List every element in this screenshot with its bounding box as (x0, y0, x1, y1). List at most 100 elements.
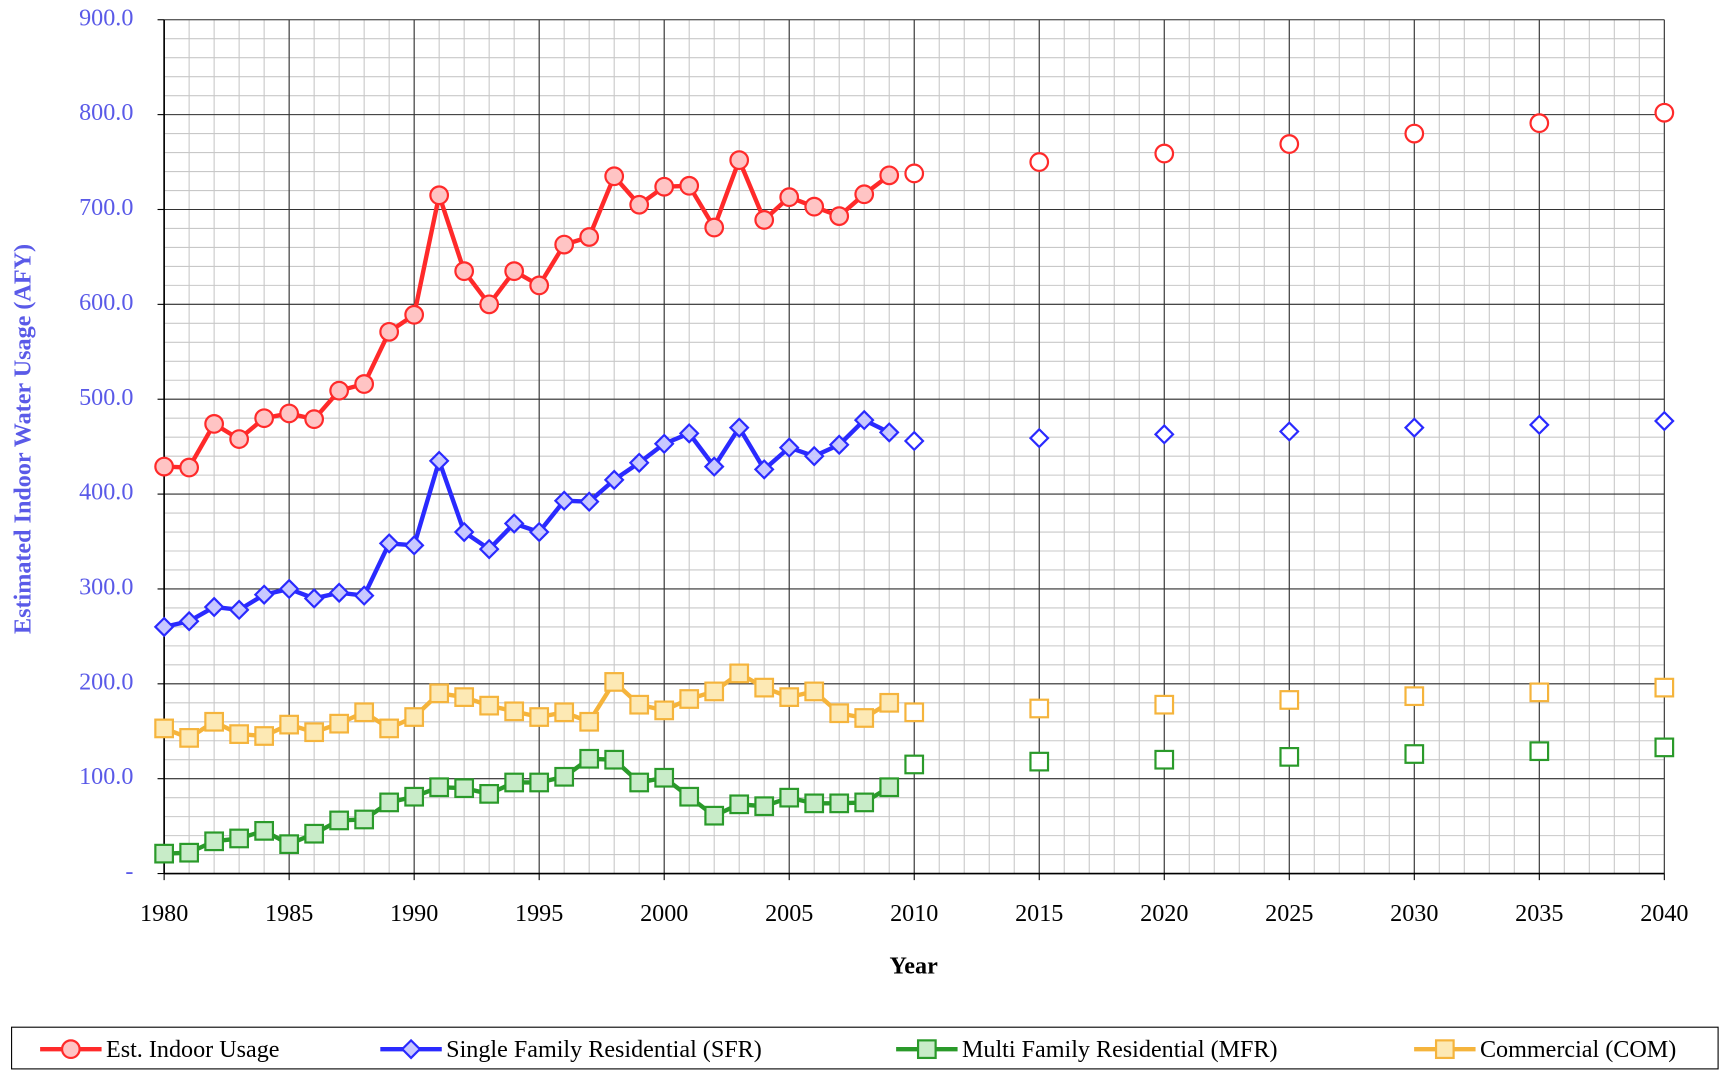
marker (504, 701, 525, 722)
marker (654, 700, 675, 721)
marker (453, 521, 475, 543)
marker (754, 677, 775, 698)
legend-item: Est. Indoor Usage (40, 1036, 279, 1063)
marker (854, 184, 875, 205)
marker (1528, 414, 1550, 436)
marker (429, 777, 450, 798)
x-tick-label: 2020 (1140, 900, 1188, 927)
marker (403, 534, 425, 556)
y-tick-label: 600.0 (79, 289, 133, 316)
marker (204, 711, 225, 732)
marker (578, 491, 600, 513)
marker (528, 521, 550, 543)
marker (529, 707, 550, 727)
legend-label: Single Family Residential (SFR) (446, 1036, 762, 1063)
marker (554, 234, 575, 255)
marker (454, 687, 475, 707)
marker (604, 749, 625, 770)
y-tick-label: 500.0 (79, 384, 133, 411)
marker (1403, 417, 1425, 439)
y-tick-label: 800.0 (79, 99, 133, 126)
marker (1653, 410, 1675, 432)
marker (703, 456, 725, 477)
marker (229, 429, 250, 449)
marker (254, 820, 275, 841)
marker (1654, 737, 1675, 758)
x-tick-label: 2035 (1515, 900, 1563, 927)
marker (529, 772, 550, 793)
marker (629, 772, 650, 793)
legend-item: Commercial (COM) (1414, 1036, 1676, 1063)
marker (378, 533, 400, 554)
x-tick-label: 2025 (1265, 900, 1313, 927)
marker (454, 778, 475, 799)
marker (404, 304, 425, 325)
marker (379, 718, 400, 739)
marker (1154, 694, 1175, 715)
marker (779, 187, 800, 208)
marker (1279, 134, 1300, 154)
marker (779, 687, 800, 707)
marker (329, 713, 350, 734)
marker (1279, 690, 1300, 710)
marker (904, 754, 925, 775)
y-tick-label: 300.0 (79, 574, 133, 601)
marker (804, 793, 825, 814)
marker (379, 792, 400, 813)
legend-item: Multi Family Residential (MFR) (896, 1036, 1278, 1063)
marker (428, 450, 450, 472)
legend-marker (400, 1038, 422, 1060)
marker (278, 578, 300, 600)
marker (479, 695, 500, 716)
marker (854, 792, 875, 813)
marker (1654, 102, 1675, 123)
marker (504, 772, 525, 793)
marker (1154, 143, 1175, 164)
marker (579, 711, 600, 732)
marker (704, 217, 725, 238)
y-tick-label: 200.0 (79, 668, 133, 695)
x-tick-label: 2000 (640, 900, 688, 927)
marker (879, 777, 900, 798)
marker (203, 596, 225, 618)
marker (778, 437, 800, 458)
legend-item: Single Family Residential (SFR) (380, 1036, 762, 1063)
x-tick-label: 1985 (265, 900, 313, 927)
legend-marker (1434, 1039, 1455, 1060)
marker (404, 786, 425, 807)
marker (704, 681, 725, 702)
marker (329, 810, 350, 831)
marker (553, 490, 575, 512)
marker (903, 430, 925, 452)
marker (279, 714, 300, 735)
marker (679, 689, 700, 709)
marker (854, 708, 875, 728)
marker (153, 616, 175, 638)
marker (779, 787, 800, 808)
marker (803, 445, 825, 467)
marker (853, 409, 875, 431)
x-tick-label: 1990 (390, 900, 438, 927)
marker (1029, 698, 1050, 719)
marker (753, 459, 775, 480)
marker (879, 165, 900, 186)
marker (678, 423, 700, 444)
marker (704, 805, 725, 826)
x-tick-label: 2030 (1390, 900, 1438, 927)
legend-label: Commercial (COM) (1480, 1036, 1676, 1063)
marker (353, 585, 375, 606)
marker (729, 794, 750, 815)
marker (229, 828, 250, 849)
marker (354, 702, 375, 723)
marker (1153, 423, 1175, 445)
marker (1529, 682, 1550, 703)
marker (303, 588, 325, 609)
y-tick-label: 100.0 (79, 763, 133, 790)
marker (204, 414, 225, 434)
x-tick-label: 2005 (765, 900, 813, 927)
y-tick-label: 400.0 (79, 479, 133, 506)
x-tick-label: 1980 (140, 900, 188, 927)
marker (228, 599, 250, 621)
marker (279, 403, 300, 424)
marker (154, 843, 175, 864)
